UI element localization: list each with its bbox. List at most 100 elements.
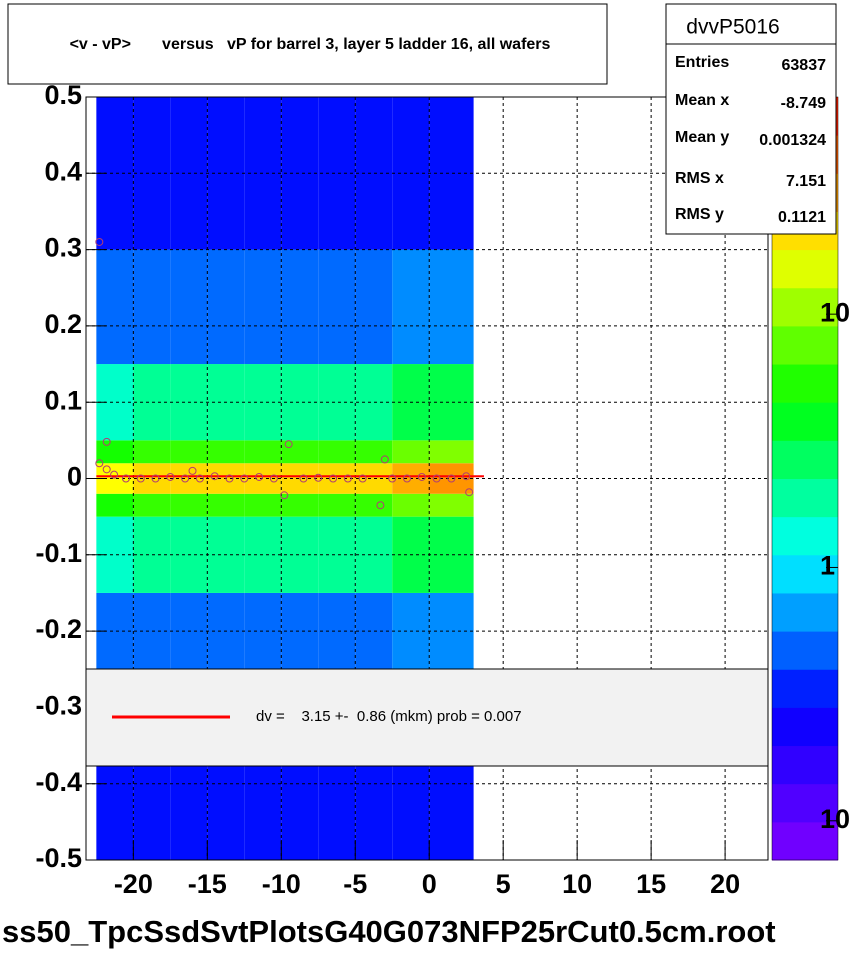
heatmap-cell bbox=[133, 440, 171, 464]
z-tick-label: 10 bbox=[820, 297, 850, 327]
stats-name: dvvP5016 bbox=[686, 16, 779, 39]
profile-point bbox=[314, 473, 323, 482]
stats-box bbox=[665, 3, 837, 235]
title-box bbox=[7, 3, 608, 85]
profile-point bbox=[380, 455, 389, 464]
heatmap-cell bbox=[244, 493, 282, 517]
color-scale-step bbox=[772, 478, 838, 518]
x-tick-label: 15 bbox=[636, 869, 666, 899]
heatmap-cell bbox=[355, 493, 393, 517]
color-scale-step bbox=[772, 669, 838, 708]
heatmap-cell bbox=[281, 440, 319, 464]
profile-point bbox=[388, 474, 397, 483]
color-scale-step bbox=[772, 821, 838, 861]
heatmap-cell bbox=[281, 249, 319, 365]
heatmap-cell bbox=[133, 493, 171, 517]
heatmap-cell bbox=[96, 440, 134, 464]
profile-point bbox=[462, 472, 471, 481]
profile-point bbox=[284, 440, 293, 449]
profile-point bbox=[358, 474, 367, 483]
heatmap-cell bbox=[355, 440, 393, 464]
heatmap-cell bbox=[355, 249, 393, 365]
stats-label: RMS x bbox=[675, 170, 724, 187]
heatmap-cell bbox=[96, 493, 134, 517]
heatmap-cell bbox=[318, 364, 356, 441]
profile-point bbox=[447, 474, 456, 483]
stats-value: 0.001324 bbox=[759, 132, 826, 149]
color-scale-step bbox=[772, 783, 838, 823]
profile-point bbox=[110, 470, 119, 479]
heatmap-cell bbox=[429, 493, 474, 517]
color-scale-step bbox=[772, 325, 838, 365]
profile-point bbox=[269, 474, 278, 483]
color-scale-step bbox=[772, 554, 838, 594]
heatmap-cell bbox=[207, 440, 245, 464]
stats-value: 7.151 bbox=[786, 173, 826, 190]
x-tick-label: -20 bbox=[114, 869, 153, 899]
plot-frame bbox=[85, 96, 769, 861]
profile-point bbox=[432, 474, 441, 483]
profile-point bbox=[151, 474, 160, 483]
y-tick-label: 0.2 bbox=[44, 309, 82, 339]
profile-point bbox=[403, 474, 412, 483]
profile-point bbox=[136, 474, 145, 483]
color-scale-step bbox=[772, 287, 838, 327]
x-tick-label: 10 bbox=[562, 869, 592, 899]
profile-point bbox=[329, 474, 338, 483]
stats-value: -8.749 bbox=[781, 95, 826, 112]
plot-area bbox=[86, 96, 768, 861]
profile-point bbox=[343, 474, 352, 483]
heatmap-cell bbox=[318, 440, 356, 464]
heatmap-cell bbox=[429, 249, 474, 365]
color-scale-step bbox=[772, 516, 838, 556]
profile-point bbox=[240, 474, 249, 483]
heatmap-cell bbox=[170, 249, 208, 365]
heatmap-cell bbox=[133, 249, 171, 365]
y-tick-label: -0.2 bbox=[35, 614, 82, 644]
heatmap-cell bbox=[318, 493, 356, 517]
profile-point bbox=[210, 472, 219, 481]
stats-value: 63837 bbox=[782, 57, 827, 74]
heatmap-cell bbox=[281, 516, 319, 593]
footer: ss50_TpcSsdSvtPlotsG40G073NFP25rCut0.5cm… bbox=[2, 914, 776, 949]
color-scale-step bbox=[772, 440, 838, 479]
color-scale-step bbox=[772, 592, 838, 632]
heatmap-cell bbox=[429, 440, 474, 464]
y-tick-label: 0.3 bbox=[44, 233, 82, 263]
profile-point bbox=[166, 472, 175, 481]
heatmap-cell bbox=[170, 493, 208, 517]
profile-point bbox=[280, 491, 289, 500]
stats-label: Mean y bbox=[675, 129, 729, 146]
y-tick-label: -0.5 bbox=[35, 843, 82, 873]
heatmap-cell bbox=[318, 249, 356, 365]
heatmap-cell bbox=[392, 493, 430, 517]
profile-point bbox=[195, 474, 204, 483]
y-tick-label: -0.3 bbox=[35, 691, 82, 721]
heatmap-cell bbox=[281, 97, 319, 250]
profile-point bbox=[121, 474, 130, 483]
z-tick-label: 1 bbox=[820, 551, 835, 581]
y-tick-label: -0.1 bbox=[35, 538, 82, 568]
x-tick-label: 0 bbox=[422, 869, 437, 899]
heatmap-cell bbox=[170, 440, 208, 464]
x-tick-label: 20 bbox=[710, 869, 740, 899]
x-tick-label: 5 bbox=[496, 869, 511, 899]
heatmap-cell bbox=[244, 440, 282, 464]
y-tick-label: 0 bbox=[67, 462, 82, 492]
profile-point bbox=[95, 237, 104, 246]
stats-label: Entries bbox=[675, 54, 729, 71]
stats-label: Mean x bbox=[675, 92, 729, 109]
chart-title: <v - vP> versus vP for barrel 3, layer 5… bbox=[70, 36, 551, 53]
y-tick-label: 0.1 bbox=[44, 385, 82, 415]
heatmap-cell bbox=[281, 493, 319, 517]
z-tick-label: 10 bbox=[820, 804, 850, 834]
color-scale-step bbox=[772, 745, 838, 785]
profile-point bbox=[376, 501, 385, 510]
profile-point bbox=[255, 472, 264, 481]
profile-point bbox=[417, 472, 426, 481]
y-tick-label: 0.4 bbox=[44, 156, 82, 186]
heatmap-cell bbox=[392, 440, 430, 464]
profile-point bbox=[225, 474, 234, 483]
